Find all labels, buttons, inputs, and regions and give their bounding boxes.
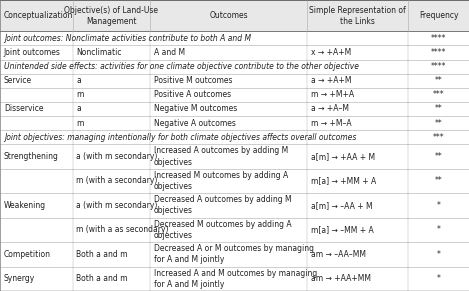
Text: Objective(s) of Land-Use
Management: Objective(s) of Land-Use Management (64, 6, 159, 26)
Text: ****: **** (431, 34, 446, 43)
Text: **: ** (435, 152, 442, 161)
Text: Negative M outcomes: Negative M outcomes (154, 104, 237, 113)
Bar (0, 130, 469, 144)
Text: Joint outcomes: Joint outcomes (4, 48, 61, 57)
Bar (0, 116, 469, 130)
Text: a (with m secondary): a (with m secondary) (76, 152, 158, 161)
Text: Disservice: Disservice (4, 104, 43, 113)
Text: **: ** (435, 76, 442, 85)
Text: Competition: Competition (4, 250, 51, 259)
Bar (0, 0, 469, 31)
Text: **: ** (435, 104, 442, 113)
Text: A and M: A and M (154, 48, 185, 57)
Text: Synergy: Synergy (4, 274, 35, 283)
Text: m: m (76, 119, 84, 127)
Text: a[m] → +AA + M: a[m] → +AA + M (311, 152, 375, 161)
Text: Weakening: Weakening (4, 201, 46, 210)
Text: a → +A–M: a → +A–M (311, 104, 349, 113)
Text: m (with a as secondary): m (with a as secondary) (76, 225, 169, 234)
Text: ****: **** (431, 48, 446, 57)
Text: *: * (437, 274, 440, 283)
Text: Both a and m: Both a and m (76, 274, 128, 283)
Text: Conceptualization: Conceptualization (4, 11, 73, 20)
Bar (0, 218, 469, 242)
Text: Increased A outcomes by adding M
objectives: Increased A outcomes by adding M objecti… (154, 146, 288, 166)
Text: a → +A+M: a → +A+M (311, 76, 351, 85)
Text: ***: *** (433, 90, 444, 99)
Bar (0, 267, 469, 291)
Text: m: m (76, 90, 84, 99)
Text: Increased A and M outcomes by managing
for A and M jointly: Increased A and M outcomes by managing f… (154, 269, 317, 289)
Text: Service: Service (4, 76, 32, 85)
Text: Strengthening: Strengthening (4, 152, 59, 161)
Text: *: * (437, 225, 440, 234)
Text: **: ** (435, 176, 442, 185)
Text: Increased M outcomes by adding A
objectives: Increased M outcomes by adding A objecti… (154, 171, 288, 191)
Bar (0, 169, 469, 193)
Text: **: ** (435, 119, 442, 127)
Text: ****: **** (431, 62, 446, 71)
Text: m (with a secondary): m (with a secondary) (76, 176, 158, 185)
Bar (0, 31, 469, 45)
Bar (0, 45, 469, 59)
Bar (0, 74, 469, 88)
Bar (0, 102, 469, 116)
Text: Positive M outcomes: Positive M outcomes (154, 76, 232, 85)
Bar (0, 88, 469, 102)
Text: ***: *** (433, 133, 444, 142)
Text: Frequency: Frequency (419, 11, 458, 20)
Text: Both a and m: Both a and m (76, 250, 128, 259)
Text: Decreased M outcomes by adding A
objectives: Decreased M outcomes by adding A objecti… (154, 220, 291, 240)
Text: Joint objectives: managing intentionally for both climate objectives affects ove: Joint objectives: managing intentionally… (4, 133, 356, 142)
Text: Outcomes: Outcomes (209, 11, 248, 20)
Text: *: * (437, 201, 440, 210)
Text: Negative A outcomes: Negative A outcomes (154, 119, 236, 127)
Text: m → +M+A: m → +M+A (311, 90, 354, 99)
Text: a: a (76, 76, 81, 85)
Text: x → +A+M: x → +A+M (311, 48, 351, 57)
Text: Joint outcomes: Nonclimate activities contribute to both A and M: Joint outcomes: Nonclimate activities co… (4, 34, 251, 43)
Text: m[a] → +MM + A: m[a] → +MM + A (311, 176, 376, 185)
Bar (0, 59, 469, 74)
Text: Positive A outcomes: Positive A outcomes (154, 90, 231, 99)
Text: Nonclimatic: Nonclimatic (76, 48, 122, 57)
Text: a (with m secondary): a (with m secondary) (76, 201, 158, 210)
Text: Unintended side effects: activities for one climate objective contribute to the : Unintended side effects: activities for … (4, 62, 359, 71)
Text: am → –AA–MM: am → –AA–MM (311, 250, 366, 259)
Text: *: * (437, 250, 440, 259)
Text: m[a] → –MM + A: m[a] → –MM + A (311, 225, 374, 234)
Text: m → +M–A: m → +M–A (311, 119, 352, 127)
Text: am → +AA+MM: am → +AA+MM (311, 274, 371, 283)
Text: a: a (76, 104, 81, 113)
Text: a[m] → –AA + M: a[m] → –AA + M (311, 201, 372, 210)
Text: Decreased A or M outcomes by managing
for A and M jointly: Decreased A or M outcomes by managing fo… (154, 244, 314, 264)
Bar (0, 193, 469, 218)
Bar (0, 144, 469, 169)
Text: Simple Representation of
the Links: Simple Representation of the Links (309, 6, 406, 26)
Text: Decreased A outcomes by adding M
objectives: Decreased A outcomes by adding M objecti… (154, 195, 291, 215)
Bar (0, 242, 469, 267)
